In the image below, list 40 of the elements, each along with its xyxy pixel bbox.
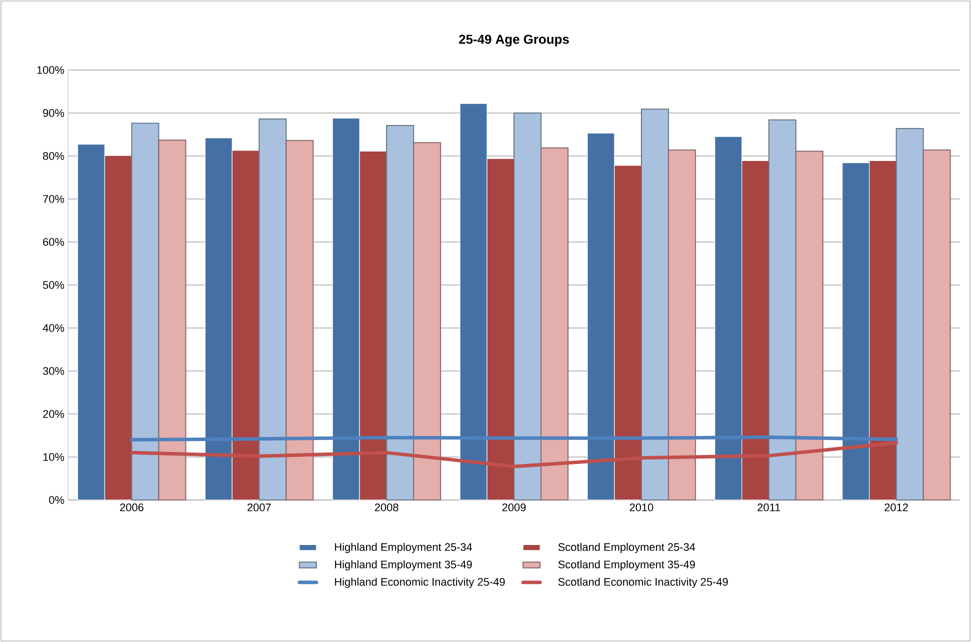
x-tick-label: 2008 [374, 504, 398, 512]
bar [896, 128, 924, 500]
bar [540, 147, 569, 500]
y-tick-label: 40% [42, 324, 64, 332]
y-tick-label: 60% [43, 238, 64, 246]
bar [922, 149, 951, 500]
x-tick-label: 2007 [248, 504, 271, 512]
line-series [130, 441, 898, 468]
bar [158, 140, 186, 500]
x-tick-label: 2012 [884, 504, 908, 512]
y-tick-label: 90% [43, 109, 64, 117]
y-tick-label: 10% [43, 453, 64, 461]
bar [668, 149, 696, 500]
legend-label: Highland Economic Inactivity 25-49 [335, 578, 505, 588]
y-tick-label: 80% [43, 152, 64, 160]
legend-label: Highland Employment 25-34 [335, 542, 472, 554]
x-tick-label: 2006 [120, 504, 144, 512]
bar [131, 122, 160, 500]
bar [386, 124, 414, 500]
bar [258, 118, 287, 500]
bar [514, 112, 542, 500]
y-tick-label: 70% [43, 195, 64, 203]
y-tick-label: 20% [43, 410, 64, 418]
y-tick-label: 100% [37, 66, 64, 74]
bar [286, 140, 314, 500]
x-tick-label: 2011 [758, 504, 780, 512]
bar [413, 142, 442, 500]
x-tick-label: 2009 [502, 504, 526, 512]
y-tick-label: 0% [49, 496, 64, 504]
legend-label: Scotland Employment 25-34 [558, 542, 696, 554]
y-tick-label: 50% [42, 281, 64, 289]
bar [640, 108, 669, 500]
legend-label: Scotland Economic Inactivity 25-49 [558, 578, 728, 588]
chart-title: 25-49 Age Groups [459, 34, 569, 46]
legend-label: Highland Employment 35-49 [335, 560, 472, 570]
bar [768, 119, 796, 500]
x-tick-label: 2010 [630, 504, 654, 512]
legend-label: Scotland Employment 35-49 [558, 560, 695, 570]
y-tick-label: 30% [42, 367, 64, 375]
bar [795, 150, 824, 500]
